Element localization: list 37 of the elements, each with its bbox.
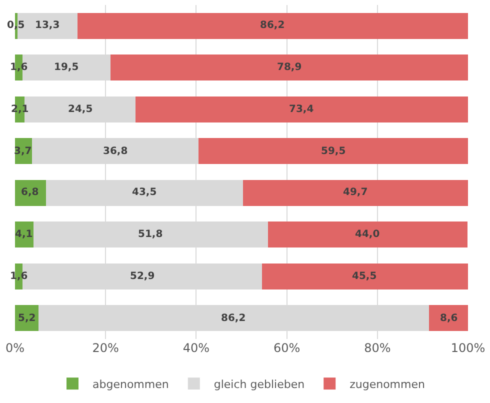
x-tick-label: 80% xyxy=(364,341,391,355)
data-label: 13,3 xyxy=(35,20,60,31)
data-label: 8,6 xyxy=(440,313,458,324)
x-tick-label: 60% xyxy=(273,341,300,355)
x-tick-label: 20% xyxy=(92,341,119,355)
data-label: 44,0 xyxy=(355,229,380,240)
bar xyxy=(15,180,46,206)
data-label: 86,2 xyxy=(260,20,285,31)
data-label: 45,5 xyxy=(352,271,377,282)
bar xyxy=(242,180,468,206)
bar xyxy=(268,222,468,248)
data-label: 86,2 xyxy=(221,313,246,324)
data-label: 36,8 xyxy=(103,146,128,157)
data-label: 78,9 xyxy=(277,62,302,73)
data-label: 5,2 xyxy=(18,313,36,324)
legend-label: zugenommen xyxy=(350,378,426,391)
bar xyxy=(78,12,468,39)
data-label: 4,1 xyxy=(15,229,33,240)
bar xyxy=(429,305,468,332)
data-label: 59,5 xyxy=(321,146,346,157)
x-tick-label: 0% xyxy=(5,341,25,355)
bar xyxy=(198,138,468,164)
data-label: 73,4 xyxy=(289,104,314,115)
bar xyxy=(136,96,468,122)
legend-label: gleich geblieben xyxy=(214,378,305,391)
bar xyxy=(262,263,468,290)
bar xyxy=(110,54,468,81)
data-label: 52,9 xyxy=(130,271,155,282)
data-label: 24,5 xyxy=(68,104,93,115)
legend-label: abgenommen xyxy=(92,378,169,391)
x-tick-label: 100% xyxy=(450,341,486,355)
x-tick-label: 40% xyxy=(182,341,210,355)
data-label: 6,8 xyxy=(21,187,39,198)
data-label: 51,8 xyxy=(138,229,163,240)
data-label: 19,5 xyxy=(54,62,79,73)
data-label: 49,7 xyxy=(343,187,368,198)
data-label: 43,5 xyxy=(132,187,157,198)
